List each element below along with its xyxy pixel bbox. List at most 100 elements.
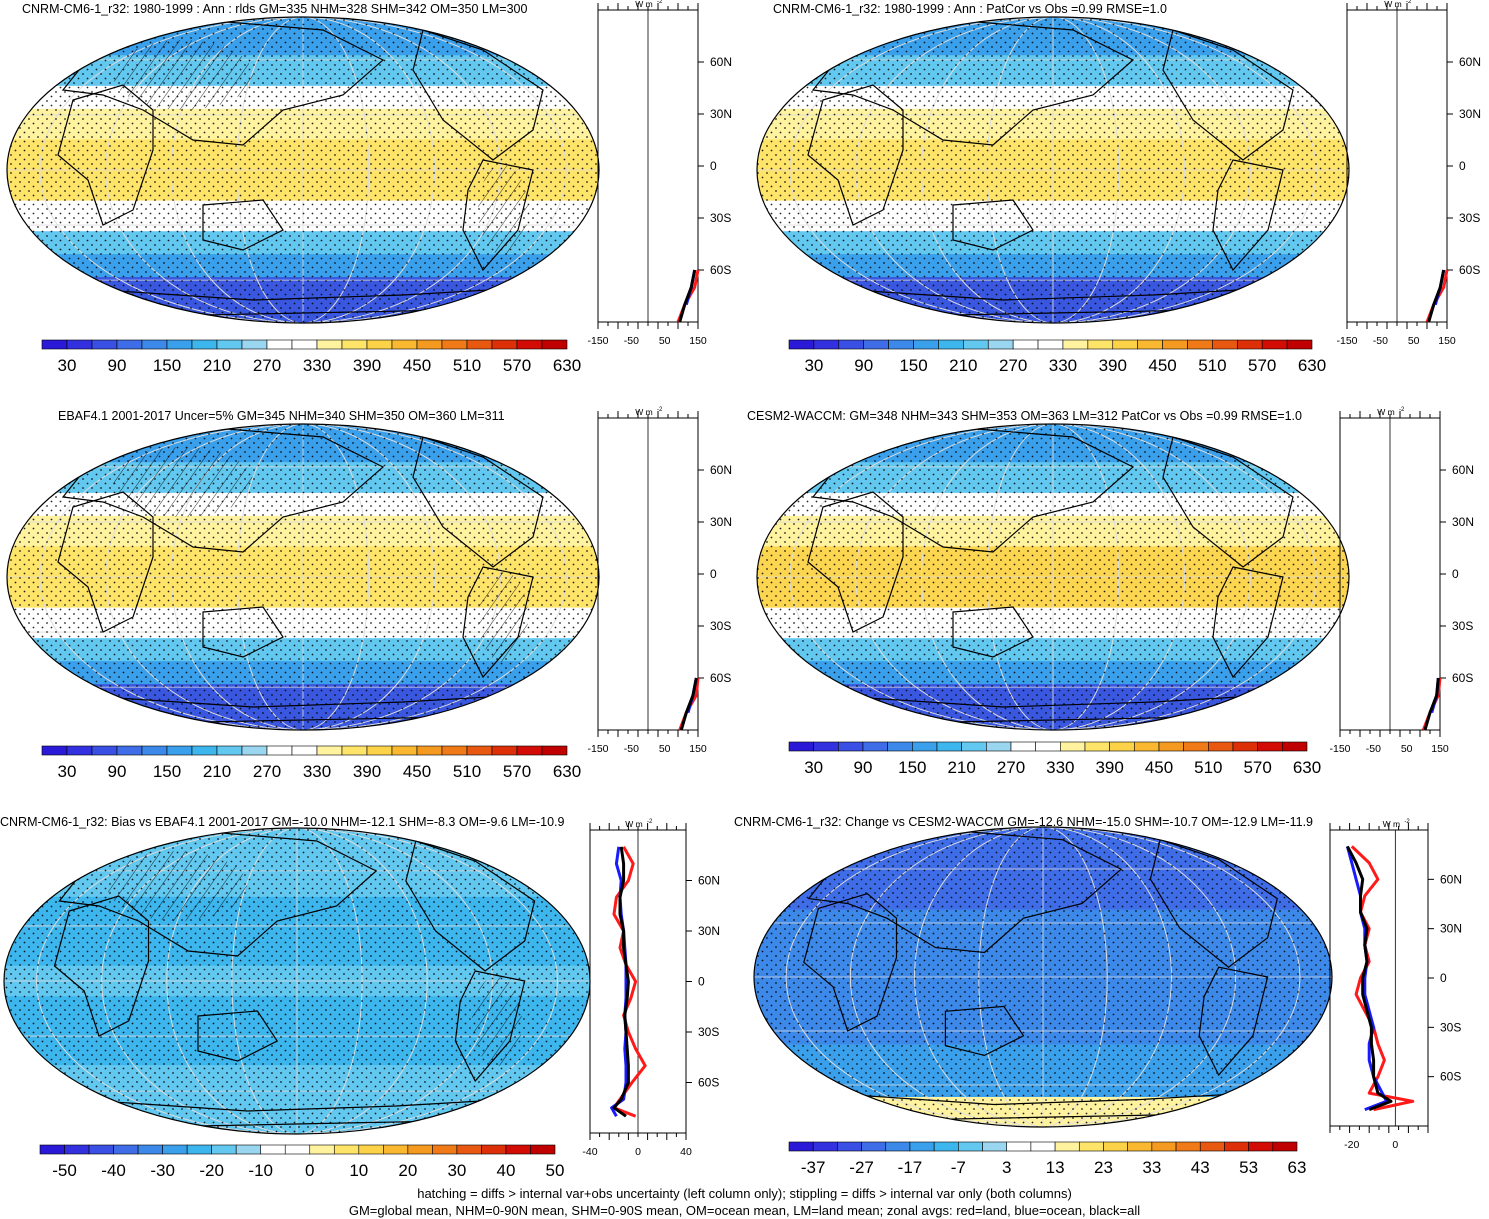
colorbar-swatch <box>1103 1141 1128 1152</box>
colorbar-tick-label: 510 <box>453 356 481 375</box>
zonal-x-tick-label: -150 <box>1329 743 1350 755</box>
colorbar-swatch <box>416 745 443 756</box>
latitude-tick-label: 0 <box>710 567 717 581</box>
colorbar-swatch <box>141 745 168 756</box>
colorbar-tick-label: 53 <box>1239 1158 1258 1177</box>
colorbar-tick-label: -17 <box>898 1158 923 1177</box>
coastline <box>944 1005 1025 1057</box>
latitude-tick-label: 60S <box>698 1076 719 1090</box>
coastline <box>57 491 154 633</box>
zonal-unit-label: W m <box>625 819 642 829</box>
coastline <box>803 893 898 1032</box>
colorbar-tick-label: 450 <box>1148 356 1176 375</box>
zonal-mean-panel-2: W m -2 60N 30N 0 30S 60S -150 -50 50 150 <box>587 407 732 755</box>
colorbar-swatch <box>885 1141 911 1152</box>
zonal-x-tick-label: -150 <box>1336 335 1357 347</box>
colorbar-swatch <box>266 745 293 756</box>
colorbar-tick-label: 90 <box>108 762 127 781</box>
colorbar-swatch <box>813 339 840 350</box>
colorbar-swatch <box>1212 339 1238 350</box>
colorbar-swatch <box>466 339 493 350</box>
zonal-unit-label: W m <box>1384 0 1401 9</box>
colorbar-tick-label: 450 <box>403 356 431 375</box>
colorbar-swatch <box>1010 741 1036 752</box>
colorbar-swatch <box>887 741 913 752</box>
colorbar-2: 30 90 150 210 270 330 390 450 510 570 630 <box>41 745 581 781</box>
colorbar-tick-label: -50 <box>52 1161 77 1180</box>
latitude-tick-label: 30N <box>698 924 720 938</box>
colorbar-tick-label: 270 <box>253 356 281 375</box>
colorbar-tick-label: 150 <box>153 762 181 781</box>
colorbar-tick-label: 330 <box>303 762 331 781</box>
colorbar-tick-label: 630 <box>553 762 581 781</box>
colorbar-tick-label: 570 <box>503 356 531 375</box>
zonal-mean-panel-4: W m -2 60N 30N 0 30S 60S -40 0 40 <box>582 819 720 1158</box>
latitude-tick-label: 0 <box>1452 567 1459 581</box>
colorbar-tick-label: 90 <box>108 356 127 375</box>
colorbar-tick-label: 150 <box>898 758 926 777</box>
colorbar-swatch <box>41 339 68 350</box>
panel-title: EBAF4.1 2001-2017 Uncer=5% GM=345 NHM=34… <box>58 409 505 423</box>
latitude-tick-label: 30N <box>1440 922 1462 936</box>
zonal-x-tick-label: -50 <box>1373 335 1388 347</box>
zonal-x-tick-label: 50 <box>659 743 671 755</box>
panel-title: CESM2-WACCM: GM=348 NHM=343 SHM=353 OM=3… <box>747 409 1302 423</box>
zonal-unit-exponent: -2 <box>657 0 663 5</box>
colorbar-swatch <box>1054 1141 1080 1152</box>
zonal-all-line <box>1427 269 1446 323</box>
map-outline <box>6 423 600 731</box>
colorbar-tick-label: 90 <box>854 356 873 375</box>
colorbar-swatch <box>888 339 914 350</box>
latitude-tick-label: 30S <box>698 1025 719 1039</box>
colorbar-swatch <box>191 745 218 756</box>
colorbar-swatch <box>963 339 989 350</box>
colorbar-tick-label: 30 <box>58 762 77 781</box>
colorbar-1: 30 90 150 210 270 330 390 450 510 570 630 <box>788 339 1326 375</box>
zonal-x-tick-label: 40 <box>680 1146 692 1158</box>
colorbar-swatch <box>1060 741 1086 752</box>
coastline <box>807 84 904 226</box>
colorbar-tick-label: 330 <box>1049 356 1077 375</box>
zonal-unit-label: W m <box>635 407 652 417</box>
map-panel-0 <box>6 16 600 324</box>
colorbar-swatch <box>505 1144 531 1155</box>
colorbar-swatch <box>491 745 518 756</box>
colorbar-tick-label: 40 <box>496 1161 515 1180</box>
panel-title: CNRM-CM6-1_r32: 1980-1999 : Ann : rlds G… <box>22 2 528 16</box>
colorbar-swatch <box>91 339 118 350</box>
zonal-x-tick-label: 150 <box>1431 743 1449 755</box>
colorbar-tick-label: 630 <box>1293 758 1321 777</box>
colorbar-swatch <box>162 1144 188 1155</box>
latitude-tick-label: 60S <box>1452 671 1473 685</box>
colorbar-tick-label: 30 <box>58 356 77 375</box>
latitude-tick-label: 60N <box>1459 55 1481 69</box>
colorbar-swatch <box>838 741 864 752</box>
coastline <box>1212 566 1284 679</box>
latitude-tick-label: 30S <box>1440 1020 1461 1034</box>
coastline <box>412 29 544 161</box>
panel-title: CNRM-CM6-1_r32: Bias vs EBAF4.1 2001-201… <box>0 815 565 829</box>
colorbar-tick-label: -37 <box>801 1158 826 1177</box>
zonal-x-tick-label: -40 <box>582 1146 597 1158</box>
zonal-x-tick-label: 0 <box>1392 1139 1398 1151</box>
colorbar-tick-label: 33 <box>1142 1158 1161 1177</box>
latitude-tick-label: 30N <box>1459 107 1481 121</box>
colorbar-tick-label: -20 <box>199 1161 224 1180</box>
colorbar-swatch <box>137 1144 163 1155</box>
colorbar-tick-label: 30 <box>447 1161 466 1180</box>
colorbar-tick-label: -10 <box>248 1161 273 1180</box>
coastline <box>807 491 904 633</box>
colorbar-swatch <box>933 1141 959 1152</box>
colorbar-swatch <box>938 339 964 350</box>
colorbar-swatch <box>416 339 443 350</box>
colorbar-swatch <box>141 339 168 350</box>
colorbar-swatch <box>530 1144 556 1155</box>
colorbar-tick-label: 390 <box>353 762 381 781</box>
colorbar-swatch <box>1261 339 1288 350</box>
colorbar-swatch <box>1286 339 1313 350</box>
colorbar-swatch <box>788 339 815 350</box>
map-panel-5 <box>753 826 1333 1128</box>
colorbar-swatch <box>1257 741 1283 752</box>
latitude-tick-label: 0 <box>1440 971 1447 985</box>
